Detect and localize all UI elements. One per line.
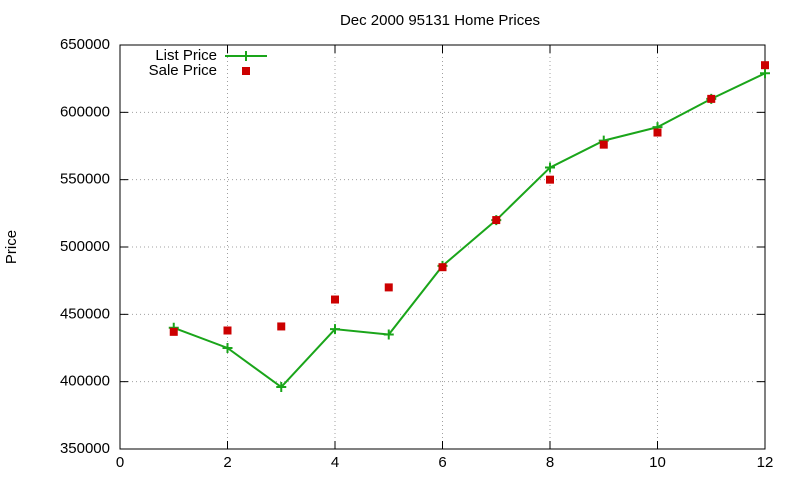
point-marker [330,324,340,335]
legend-label: Sale Price [149,62,217,79]
point-marker [438,263,447,272]
y-tick-label: 550000 [60,171,110,188]
y-tick-label: 350000 [60,440,110,457]
point-marker [169,327,178,336]
point-marker [653,128,662,137]
y-tick-label: 450000 [60,305,110,322]
legend-label: List Price [155,47,217,64]
point-marker [761,61,769,70]
plot-border [119,44,766,450]
y-tick-label: 650000 [60,36,110,53]
point-marker [492,216,501,225]
x-tick-label: 12 [757,454,774,471]
y-tick-label: 400000 [60,373,110,390]
legend-marker [241,51,251,61]
point-marker [277,322,286,331]
series-line [173,72,766,389]
point-marker [222,343,233,353]
x-tick-label: 8 [546,454,554,471]
x-tick-label: 0 [116,454,124,471]
y-axis-label: Price [3,230,20,264]
point-marker [707,94,716,103]
point-marker [545,162,555,173]
point-marker [384,283,393,292]
point-marker [223,326,232,335]
point-marker [546,175,554,184]
point-marker [383,329,394,340]
point-marker [599,140,608,149]
point-marker [331,295,339,304]
x-tick-label: 4 [331,454,339,471]
chart-title: Dec 2000 95131 Home Prices [340,12,540,29]
y-tick-label: 500000 [60,238,110,255]
x-tick-label: 6 [438,454,446,471]
y-tick-label: 600000 [60,103,110,120]
point-marker [760,68,770,79]
x-tick-label: 10 [649,454,666,471]
x-tick-label: 2 [223,454,231,471]
legend-marker [242,67,250,75]
point-marker [276,382,287,393]
